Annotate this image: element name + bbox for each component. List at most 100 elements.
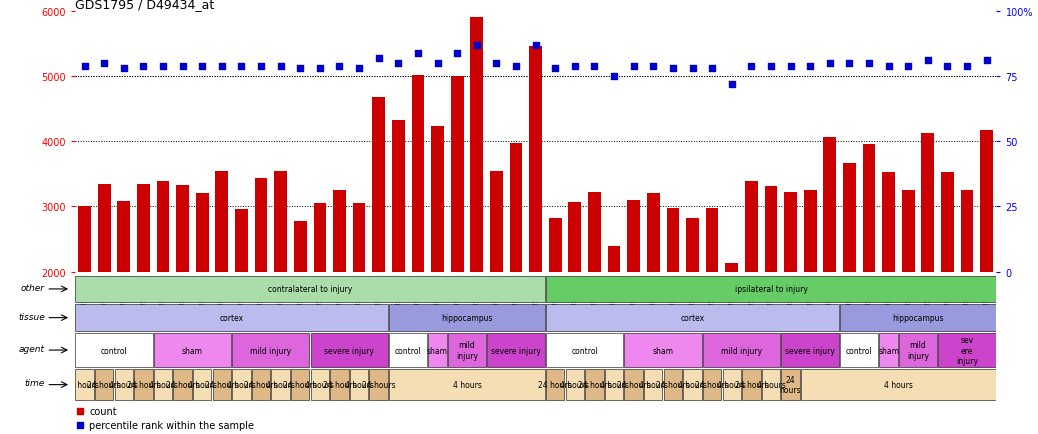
Bar <box>863 145 875 402</box>
Point <box>959 63 976 70</box>
Text: control: control <box>846 346 873 355</box>
Bar <box>233 333 309 367</box>
Bar <box>429 333 446 367</box>
Point <box>292 66 308 72</box>
Bar <box>803 191 817 402</box>
Text: cortex: cortex <box>220 313 244 322</box>
Bar <box>370 369 388 400</box>
Bar <box>487 333 545 367</box>
Text: control: control <box>571 346 598 355</box>
Point <box>194 63 211 70</box>
Point <box>371 55 387 62</box>
Text: sham: sham <box>427 346 448 355</box>
Text: 24 hours: 24 hours <box>323 380 356 389</box>
Text: 4 hours: 4 hours <box>561 380 590 389</box>
Bar <box>745 181 758 402</box>
Bar <box>117 201 130 402</box>
Text: percentile rank within the sample: percentile rank within the sample <box>89 420 254 430</box>
Bar <box>823 138 837 402</box>
Bar <box>879 333 898 367</box>
Bar <box>291 369 309 400</box>
Bar <box>310 333 388 367</box>
Bar <box>840 305 995 331</box>
Point <box>783 63 799 70</box>
Bar <box>94 369 113 400</box>
Bar <box>76 369 93 400</box>
Bar <box>176 186 189 402</box>
Bar <box>666 209 679 402</box>
Text: 4 hours: 4 hours <box>638 380 667 389</box>
Bar <box>546 333 623 367</box>
Bar <box>706 208 718 402</box>
Point <box>95 60 112 67</box>
Bar <box>546 305 839 331</box>
Bar <box>389 333 428 367</box>
Text: mild
injury: mild injury <box>456 341 477 360</box>
Bar <box>703 369 721 400</box>
Text: 4 hours: 4 hours <box>757 380 786 389</box>
Bar <box>470 18 483 402</box>
Bar <box>529 47 542 402</box>
Bar <box>373 98 385 402</box>
Point <box>723 81 740 88</box>
Text: hippocampus: hippocampus <box>441 313 493 322</box>
Bar <box>411 76 425 402</box>
Point <box>527 42 544 49</box>
Bar <box>546 276 995 302</box>
Bar <box>353 203 365 402</box>
Bar <box>784 193 797 402</box>
Bar <box>762 369 781 400</box>
Bar <box>726 263 738 402</box>
Point <box>311 66 328 72</box>
Point <box>821 60 838 67</box>
Bar <box>196 194 209 402</box>
Bar <box>114 369 133 400</box>
Point <box>115 66 132 72</box>
Bar <box>431 127 444 402</box>
Bar <box>392 121 405 402</box>
Text: 4 hours: 4 hours <box>600 380 628 389</box>
Point <box>390 60 407 67</box>
Bar <box>840 333 878 367</box>
Bar <box>333 191 346 402</box>
Text: 4 hours: 4 hours <box>266 380 295 389</box>
Text: 4 hours: 4 hours <box>227 380 256 389</box>
Point <box>508 63 524 70</box>
Bar <box>549 219 562 402</box>
Point <box>488 60 504 67</box>
Text: 24 hours: 24 hours <box>362 380 395 389</box>
Point <box>900 63 917 70</box>
Point <box>763 63 780 70</box>
Point <box>704 66 720 72</box>
Point <box>625 63 641 70</box>
Bar <box>137 185 149 402</box>
Bar <box>605 369 623 400</box>
Text: 4 hours: 4 hours <box>678 380 707 389</box>
Point <box>448 50 465 57</box>
Bar <box>389 305 545 331</box>
Text: GDS1795 / D49434_at: GDS1795 / D49434_at <box>75 0 214 10</box>
Text: severe injury: severe injury <box>785 346 836 355</box>
Bar <box>566 369 584 400</box>
Bar <box>134 369 153 400</box>
Bar <box>157 181 169 402</box>
Point <box>155 63 171 70</box>
Text: 24
hours: 24 hours <box>780 375 801 395</box>
Text: 24 hours: 24 hours <box>87 380 121 389</box>
Bar <box>216 171 228 402</box>
Bar <box>448 333 486 367</box>
Bar <box>902 190 914 402</box>
Bar <box>193 369 212 400</box>
Bar <box>78 206 91 402</box>
Point <box>331 63 348 70</box>
Text: tissue: tissue <box>18 312 45 321</box>
Text: 4 hours: 4 hours <box>71 380 99 389</box>
Bar <box>330 369 349 400</box>
Point <box>664 66 681 72</box>
Text: mild injury: mild injury <box>721 346 762 355</box>
Bar <box>313 203 326 402</box>
Bar <box>625 333 702 367</box>
Text: 4 hours: 4 hours <box>305 380 334 389</box>
Bar <box>546 369 565 400</box>
Text: 4 hours: 4 hours <box>884 380 912 389</box>
